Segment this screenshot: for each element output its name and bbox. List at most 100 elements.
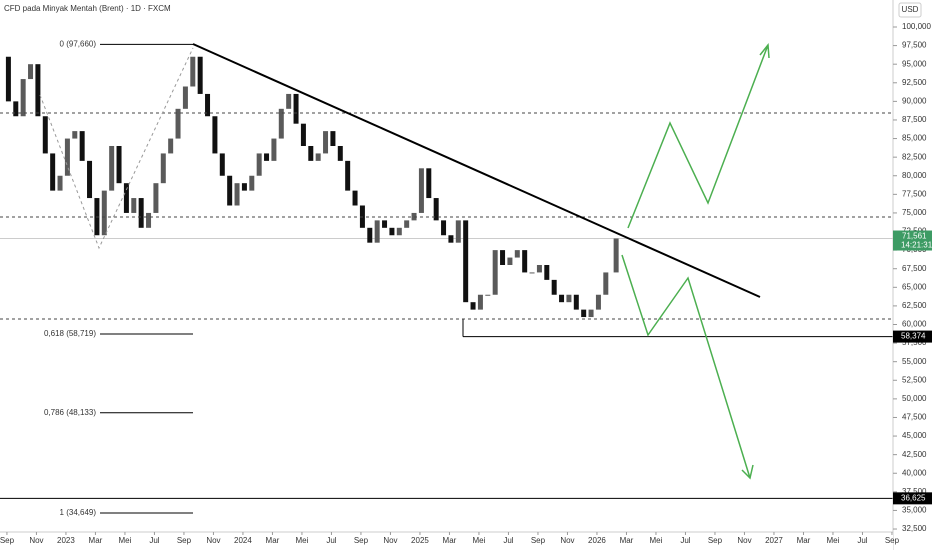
candle (544, 264, 550, 280)
candle (79, 131, 85, 161)
y-tick-label: 32,500 (902, 524, 927, 533)
candle (603, 272, 609, 295)
candle (323, 131, 329, 154)
y-tick-label: 92,500 (902, 78, 927, 87)
x-tick-label: 2027 (765, 536, 783, 545)
x-tick-label: Mei (650, 536, 663, 545)
candle (35, 64, 41, 117)
x-tick-label: Mei (827, 536, 840, 545)
x-tick-label: Mar (797, 536, 811, 545)
drawings (0, 43, 893, 480)
x-tick-label: Sep (531, 536, 546, 545)
y-tick-label: 50,000 (902, 394, 927, 403)
candle (190, 56, 196, 87)
candle (374, 220, 380, 243)
candle (573, 294, 579, 310)
candle (485, 294, 491, 296)
candle (205, 93, 211, 117)
y-tick-label: 52,500 (902, 375, 927, 384)
candle (175, 108, 181, 139)
candle (463, 220, 469, 303)
level-box (893, 492, 932, 505)
x-tick-label: Mar (266, 536, 280, 545)
y-tick-label: 57,500 (902, 338, 927, 347)
candle (470, 302, 476, 310)
candle (264, 153, 270, 161)
y-tick-label: 55,000 (902, 357, 927, 366)
candle (168, 138, 174, 154)
zigzag (39, 47, 194, 250)
x-tick-label: Sep (708, 536, 723, 545)
x-tick-label: Nov (29, 536, 43, 545)
candle (57, 175, 63, 191)
last-price-box (893, 230, 932, 251)
candle (389, 227, 395, 236)
x-tick-label: 2025 (411, 536, 429, 545)
candle (101, 190, 107, 236)
candle (433, 198, 439, 221)
candle (581, 309, 587, 318)
y-tick-label: 35,000 (902, 506, 927, 515)
candle (131, 198, 137, 213)
chart-title: CFD pada Minyak Mentah (Brent) · 1D · FX… (4, 4, 171, 13)
candle (300, 123, 306, 146)
candle (20, 79, 26, 117)
currency-box (898, 2, 922, 18)
candle (219, 153, 225, 176)
y-tick-label: 47,500 (902, 413, 927, 422)
y-tick-label: 95,000 (902, 59, 927, 68)
y-tick-label: 65,000 (902, 282, 927, 291)
level-box (893, 330, 932, 343)
down-scenario (621, 254, 751, 479)
x-tick-label: Mar (620, 536, 634, 545)
candle (72, 131, 78, 139)
x-tick-label: Mar (89, 536, 103, 545)
x-tick-label: Sep (885, 536, 900, 545)
candle (286, 93, 292, 109)
x-tick-label: 2024 (234, 536, 252, 545)
last-price-label: 71,561 (902, 232, 927, 241)
candle (87, 160, 93, 199)
y-tick-label: 42,500 (902, 450, 927, 459)
x-tick-label: Mei (118, 536, 131, 545)
candle (138, 198, 144, 228)
axes: 32,500 35,000 37,500 40,000 42,500 45,000 47,5… (0, 22, 932, 545)
candle (613, 238, 619, 273)
candle (293, 93, 299, 124)
y-tick-label: 85,000 (902, 134, 927, 143)
candle (588, 309, 594, 318)
candle (249, 175, 255, 191)
arrow-head (759, 43, 770, 59)
x-tick-label: Nov (560, 536, 574, 545)
x-tick-label: Jul (503, 536, 513, 545)
candle (441, 220, 447, 236)
candle (212, 116, 218, 154)
candle (396, 227, 402, 236)
candle (241, 183, 247, 191)
level-label: 36,625 (901, 493, 926, 502)
x-tick-label: Mei (295, 536, 308, 545)
x-tick-label: Jul (857, 536, 867, 545)
candle (404, 220, 410, 228)
x-tick-label: Sep (177, 536, 192, 545)
x-tick-label: Mar (443, 536, 457, 545)
candle (595, 294, 601, 310)
candle (522, 250, 528, 273)
y-tick-label: 77,500 (902, 189, 927, 198)
y-tick-label: 45,000 (902, 431, 927, 440)
y-tick-label: 40,000 (902, 468, 927, 477)
candle (182, 86, 188, 109)
candle (50, 153, 56, 191)
y-tick-label: 75,000 (902, 208, 927, 217)
y-tick-label: 100,000 (902, 22, 931, 31)
price-axis (893, 0, 932, 550)
candle (28, 64, 34, 80)
y-tick-label: 60,000 (902, 320, 927, 329)
candle (337, 145, 343, 161)
candle (109, 145, 115, 191)
fib-label: 1 (34,649) (60, 508, 97, 517)
y-tick-label: 90,000 (902, 96, 927, 105)
x-tick-label: 2026 (588, 536, 606, 545)
candle (271, 138, 277, 161)
y-tick-label: 82,500 (902, 152, 927, 161)
